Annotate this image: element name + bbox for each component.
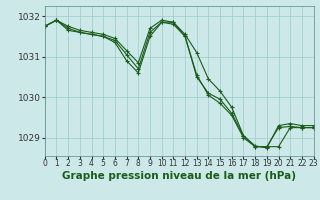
X-axis label: Graphe pression niveau de la mer (hPa): Graphe pression niveau de la mer (hPa) bbox=[62, 171, 296, 181]
